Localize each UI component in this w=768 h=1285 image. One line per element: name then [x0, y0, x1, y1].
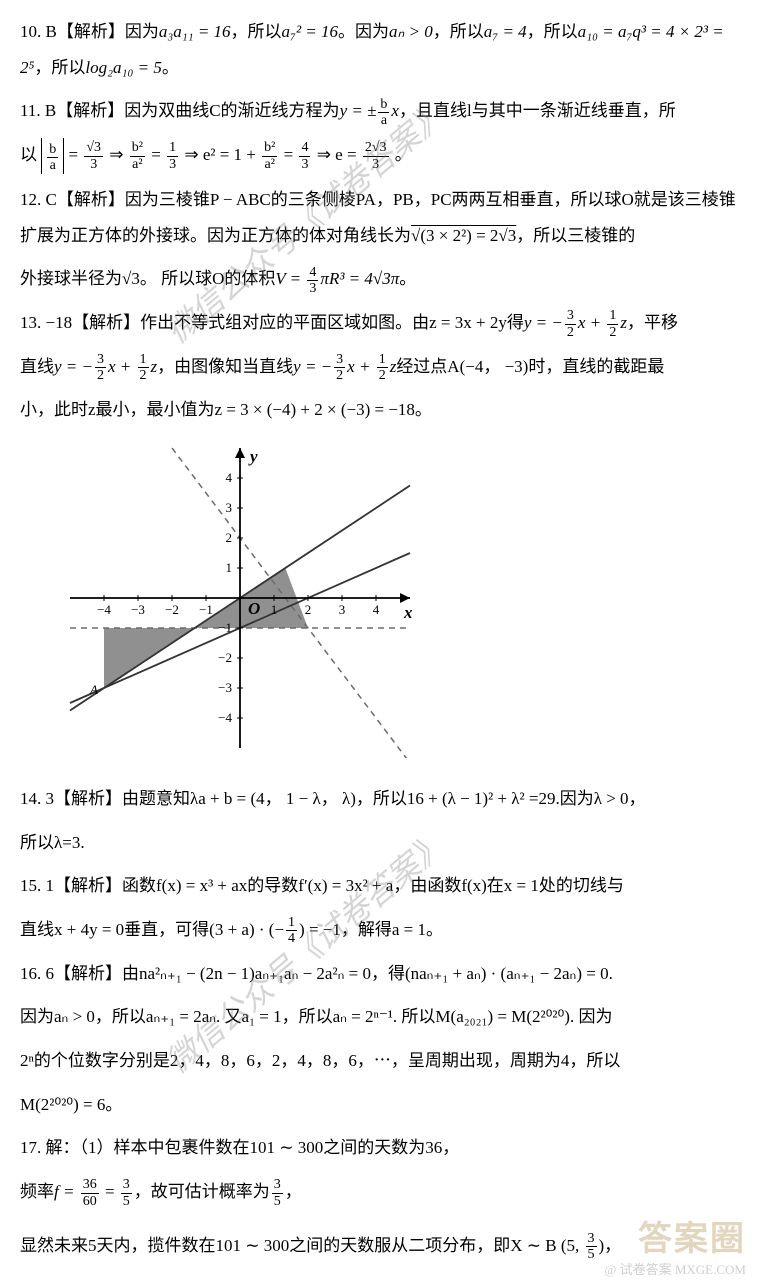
- q16-label: 16. 6【解析】: [20, 964, 122, 983]
- svg-text:−1: −1: [199, 602, 213, 617]
- svg-text:3: 3: [339, 602, 346, 617]
- svg-text:−2: −2: [165, 602, 179, 617]
- svg-text:y: y: [248, 447, 258, 466]
- svg-text:1: 1: [226, 560, 233, 575]
- q13: 13. −18【解析】作出不等式组对应的平面区域如图。由z = 3x + 2y得…: [20, 305, 748, 341]
- svg-text:1: 1: [271, 602, 278, 617]
- q12b: 外接球半径为√3。 所以球O的体积V = 43πR³ = 4√3π。: [20, 261, 748, 297]
- svg-text:A: A: [89, 682, 98, 697]
- q16b: 因为aₙ > 0，所以aₙ₊₁ = 2aₙ. 又a₁ = 1，所以aₙ = 2ⁿ…: [20, 999, 748, 1035]
- q17: 17. 解：（1）样本中包裹件数在101 ∼ 300之间的天数为36，: [20, 1130, 748, 1166]
- svg-text:2: 2: [305, 602, 312, 617]
- q11-label: 11. B【解析】: [20, 101, 124, 120]
- q13c: 小，此时z最小，最小值为z = 3 × (−4) + 2 × (−3) = −1…: [20, 392, 748, 428]
- svg-text:4: 4: [373, 602, 380, 617]
- q16d: M(2²⁰²⁰) = 6。: [20, 1087, 748, 1123]
- q15b: 直线x + 4y = 0垂直，可得(3 + a) · (−14) = −1，解得…: [20, 912, 748, 948]
- q15: 15. 1【解析】函数f(x) = x³ + ax的导数f′(x) = 3x² …: [20, 868, 748, 904]
- q14: 14. 3【解析】由题意知λa + b = (4， 1 − λ， λ)，所以16…: [20, 781, 748, 817]
- q17-label: 17. 解：: [20, 1138, 80, 1157]
- svg-text:O: O: [248, 599, 260, 618]
- svg-text:−1: −1: [218, 620, 232, 635]
- svg-text:−3: −3: [131, 602, 145, 617]
- q10: 10. B【解析】因为a₃a₁₁ = 16，所以a₇² = 16。因为aₙ > …: [20, 14, 748, 85]
- svg-text:−4: −4: [97, 602, 111, 617]
- corner-watermark: @ 试卷答案 MXGE.COM: [604, 1256, 746, 1283]
- svg-text:−3: −3: [218, 680, 232, 695]
- svg-text:−2: −2: [218, 650, 232, 665]
- q10-label: 10. B【解析】: [20, 22, 125, 41]
- q12: 12. C【解析】因为三棱锥P − ABC的三条侧棱PA，PB，PC两两互相垂直…: [20, 182, 748, 253]
- q13b: 直线y = −32x + 12z，由图像知当直线y = −32x + 12z经过…: [20, 349, 748, 385]
- region-chart: −4 −3 −2 −1 1 2 3 4 −4 −3 −2 −1 1 2 3 4 x y O A: [60, 438, 748, 771]
- svg-text:−4: −4: [218, 710, 232, 725]
- svg-text:x: x: [403, 603, 413, 622]
- q16c: 2ⁿ的个位数字分别是2，4，8，6，2，4，8，6，⋯，呈周期出现，周期为4，所…: [20, 1043, 748, 1079]
- q13-label: 13. −18【解析】: [20, 313, 140, 332]
- q15-label: 15. 1【解析】: [20, 876, 122, 895]
- svg-text:4: 4: [226, 470, 233, 485]
- q12-label: 12. C【解析】: [20, 190, 125, 209]
- svg-text:2: 2: [226, 530, 233, 545]
- q14b: 所以λ=3.: [20, 825, 748, 861]
- q11: 11. B【解析】因为双曲线C的渐近线方程为y = ±bax，且直线l与其中一条…: [20, 93, 748, 129]
- q16: 16. 6【解析】由na²ₙ₊₁ − (2n − 1)aₙ₊₁aₙ − 2a²ₙ…: [20, 956, 748, 992]
- svg-text:3: 3: [226, 500, 233, 515]
- q14-label: 14. 3【解析】: [20, 789, 122, 808]
- q11b: 以 ba = √33 ⇒ b²a² = 13 ⇒ e² = 1 + b²a² =…: [20, 137, 748, 174]
